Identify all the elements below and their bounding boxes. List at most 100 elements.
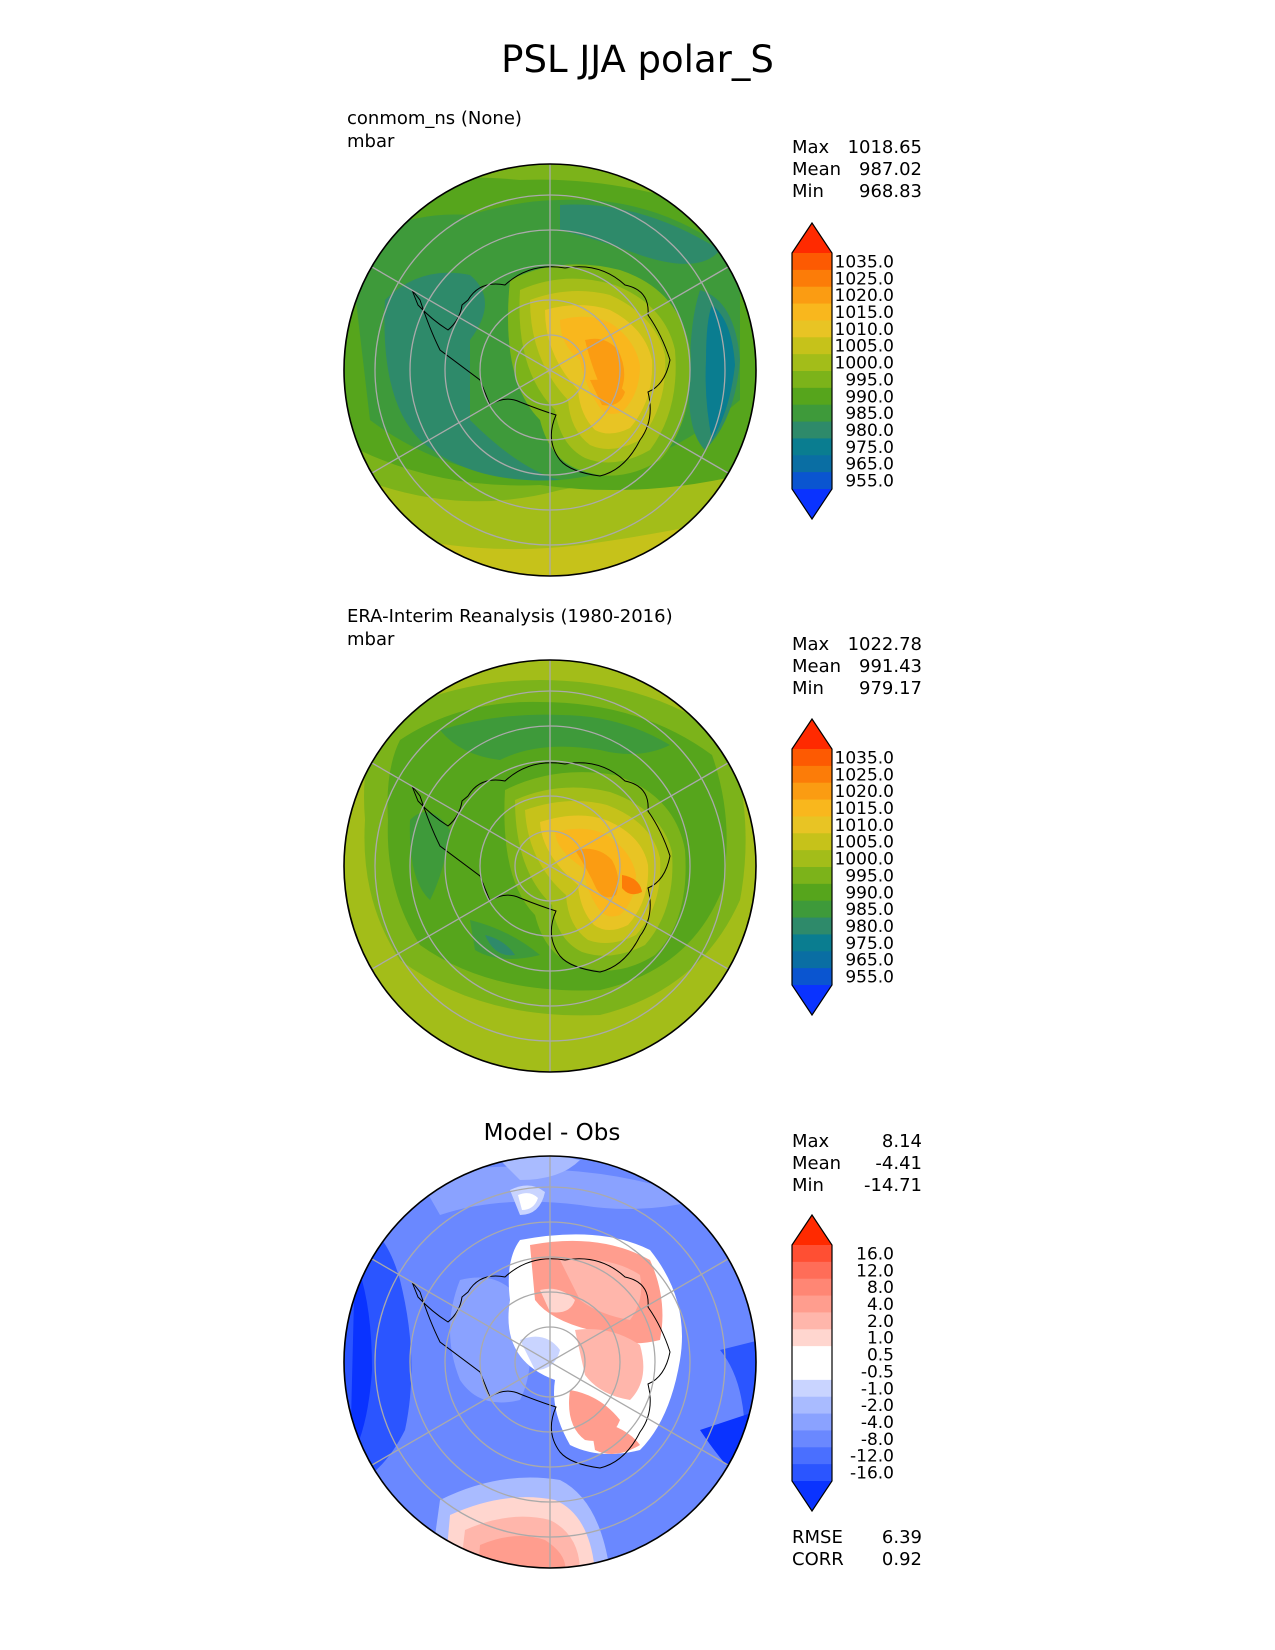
colorbar-tick-label: -16.0 (850, 1464, 894, 1484)
colorbar-diff: 16.012.08.04.02.01.00.5-0.5-1.0-2.0-4.0-… (791, 1213, 894, 1513)
colorbar-box (792, 782, 832, 801)
colorbar-tick-label: 975.0 (845, 438, 894, 458)
colorbar-box (792, 269, 832, 288)
colorbar-tick-label: 965.0 (845, 455, 894, 475)
colorbar-tick-label: 985.0 (845, 404, 894, 424)
colorbar-box (792, 917, 832, 935)
colorbar-tick-label: 1010.0 (835, 816, 894, 836)
panel-test-units: mbar (347, 131, 395, 152)
stat-value: 987.02 (859, 159, 922, 180)
colorbar-box (792, 749, 832, 767)
map-ref-graticule (371, 660, 729, 1072)
colorbar-tick-label: 1020.0 (835, 782, 894, 802)
stat-label: Max (792, 634, 830, 655)
colorbar-box (792, 765, 832, 784)
panel-test-title: conmom_ns (None) mbar (347, 107, 522, 153)
colorbar-box (792, 951, 832, 969)
colorbar-tick-label: 955.0 (845, 968, 894, 988)
stat-value: 979.17 (859, 678, 922, 699)
colorbar-tick-label: -12.0 (850, 1447, 894, 1467)
colorbar-box (792, 404, 832, 423)
colorbar-tick-label: 965.0 (845, 951, 894, 971)
panel-diff-metrics: RMSE 6.39 CORR 0.92 (792, 1527, 922, 1571)
panel-diff-stats: Max 8.14 Mean -4.41 Min -14.71 (792, 1131, 922, 1197)
colorbar-tick-label: -2.0 (861, 1396, 894, 1416)
colorbar-box (792, 799, 832, 817)
stat-value: -4.41 (875, 1153, 922, 1174)
colorbar-tick-label: 1005.0 (835, 833, 894, 853)
map-diff-graticule (371, 1156, 729, 1568)
stat-label: Min (792, 1175, 824, 1196)
panel-ref-units: mbar (347, 629, 395, 650)
colorbar-box (792, 1379, 832, 1398)
colorbar-tick-label: 1020.0 (835, 286, 894, 306)
map-ref (343, 659, 757, 1073)
stat-value: -14.71 (863, 1175, 922, 1196)
colorbar-tick-label: 1.0 (867, 1329, 894, 1349)
map-diff (343, 1155, 757, 1569)
colorbar-box (792, 867, 832, 885)
colorbar-tick-label: 1025.0 (835, 269, 894, 289)
colorbar-box (792, 850, 832, 868)
colorbar-tick-label: 1000.0 (835, 850, 894, 870)
colorbar-tick-label: 995.0 (845, 370, 894, 390)
colorbar-box (792, 1278, 832, 1297)
colorbar-box (792, 900, 832, 919)
colorbar-box (792, 253, 832, 271)
colorbar-tick-label: 1010.0 (835, 320, 894, 340)
colorbar-box (792, 934, 832, 952)
colorbar-tick-label: 16.0 (856, 1244, 894, 1264)
colorbar-extend-max (792, 719, 832, 749)
colorbar-box (792, 1363, 832, 1381)
colorbar-box (792, 1346, 832, 1364)
colorbar-tick-label: -0.5 (861, 1362, 894, 1382)
colorbar-tick-label: 980.0 (845, 917, 894, 937)
colorbar-outline (791, 1213, 833, 1513)
panel-ref-name: ERA-Interim Reanalysis (1980-2016) (347, 606, 673, 627)
colorbar-tick-label: -4.0 (861, 1413, 894, 1433)
colorbar-tick-label: 0.5 (867, 1346, 894, 1366)
colorbar-extend-min (792, 1481, 832, 1511)
colorbar-tick-label: 1035.0 (835, 748, 894, 768)
colorbar-tick-label: 12.0 (856, 1261, 894, 1281)
stat-label: Min (792, 678, 824, 699)
stat-label: Mean (792, 656, 842, 677)
stat-value: 991.43 (859, 656, 922, 677)
stat-label: Mean (792, 1153, 842, 1174)
colorbar-box (792, 816, 832, 834)
colorbar-extend-min (792, 489, 832, 519)
colorbar-tick-label: 990.0 (845, 387, 894, 407)
colorbar-outline (791, 717, 833, 1017)
map-test (343, 163, 757, 577)
colorbar-box (792, 883, 832, 902)
colorbar-box (792, 1396, 832, 1415)
colorbar-box (792, 1413, 832, 1431)
figure-title: PSL JJA polar_S (501, 38, 774, 81)
colorbar-tick-label: 985.0 (845, 900, 894, 920)
colorbar-tick-label: -1.0 (861, 1379, 894, 1399)
colorbar-tick-label: 1025.0 (835, 765, 894, 785)
colorbar-tick-label: -8.0 (861, 1430, 894, 1450)
colorbar-box (792, 1295, 832, 1313)
panel-test-stats: Max 1018.65 Mean 987.02 Min 968.83 (792, 137, 922, 203)
colorbar-box (792, 438, 832, 456)
colorbar-extend-max (792, 1215, 832, 1245)
colorbar-tick-label: 8.0 (867, 1278, 894, 1298)
colorbar-box (792, 303, 832, 321)
colorbar-tick-label: 4.0 (867, 1295, 894, 1315)
colorbar-box (792, 286, 832, 305)
stat-label: Max (792, 1131, 830, 1152)
colorbar-tick-label: 1000.0 (835, 354, 894, 374)
colorbar-tick-label: 2.0 (867, 1312, 894, 1332)
panel-ref-stats: Max 1022.78 Mean 991.43 Min 979.17 (792, 634, 922, 700)
colorbar-box (792, 455, 832, 473)
stat-label: Mean (792, 159, 842, 180)
colorbar-tick-label: 955.0 (845, 472, 894, 492)
stat-value: 1022.78 (847, 634, 922, 655)
colorbar-test: 1035.01025.01020.01015.01010.01005.01000… (791, 221, 894, 521)
colorbar-box (792, 1261, 832, 1280)
colorbar-tick-label: 975.0 (845, 934, 894, 954)
colorbar-tick-label: 995.0 (845, 866, 894, 886)
panel-ref-title: ERA-Interim Reanalysis (1980-2016) mbar (347, 605, 673, 651)
